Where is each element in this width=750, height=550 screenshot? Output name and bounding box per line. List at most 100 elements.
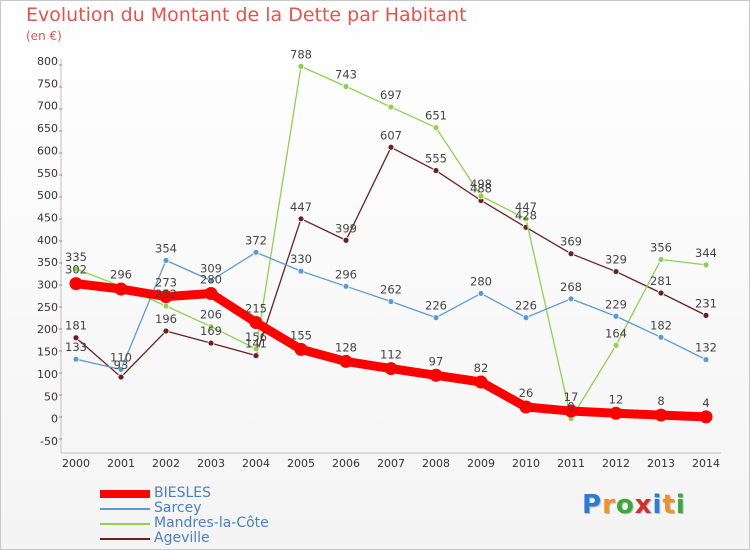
data-point xyxy=(519,400,533,414)
data-point xyxy=(609,406,623,420)
data-point xyxy=(342,282,350,290)
data-label: 215 xyxy=(245,302,267,316)
y-tick-label: 50 xyxy=(44,390,58,403)
data-point xyxy=(432,124,440,132)
y-tick-label: 0 xyxy=(51,413,58,426)
x-tick-label: 2012 xyxy=(602,457,630,470)
x-tick-label: 2010 xyxy=(512,457,540,470)
data-label: 12 xyxy=(609,392,624,406)
data-label: 156 xyxy=(245,330,267,344)
data-label: 4 xyxy=(702,396,709,410)
data-label: 296 xyxy=(110,267,132,281)
data-point xyxy=(567,250,575,258)
y-tick-label: 500 xyxy=(37,189,58,202)
data-point xyxy=(72,334,80,342)
data-point xyxy=(72,355,80,363)
unit-label: (en €) xyxy=(26,29,62,43)
data-label: 226 xyxy=(515,299,537,313)
data-label: 330 xyxy=(290,252,312,266)
data-point xyxy=(657,289,665,297)
data-point xyxy=(657,333,665,341)
data-point xyxy=(297,62,305,70)
y-tick-label: 750 xyxy=(37,77,58,90)
data-label: 369 xyxy=(560,235,582,249)
y-tick-label: 700 xyxy=(37,100,58,113)
chart-title: Evolution du Montant de la Dette par Hab… xyxy=(26,4,467,26)
data-point xyxy=(702,311,710,319)
data-label: 226 xyxy=(425,299,447,313)
data-label: 447 xyxy=(290,200,312,214)
y-tick-label: 650 xyxy=(37,122,58,135)
data-label: 498 xyxy=(470,177,492,191)
y-tick-label: 800 xyxy=(37,55,58,68)
data-label: 164 xyxy=(605,326,627,340)
data-point xyxy=(162,327,170,335)
data-point xyxy=(252,248,260,256)
data-label: 182 xyxy=(650,318,672,332)
data-label: 93 xyxy=(114,358,129,372)
x-tick-label: 2008 xyxy=(422,457,450,470)
data-label: 296 xyxy=(335,267,357,281)
data-label: 447 xyxy=(515,200,537,214)
data-label: 280 xyxy=(200,272,222,286)
data-point xyxy=(252,352,260,360)
data-point xyxy=(477,192,485,200)
data-label: 743 xyxy=(335,67,357,81)
data-label: 262 xyxy=(380,283,402,297)
data-point xyxy=(387,103,395,111)
data-label: 335 xyxy=(65,250,87,264)
legend-swatch xyxy=(100,508,150,510)
data-point xyxy=(432,314,440,322)
y-tick-label: 100 xyxy=(37,368,58,381)
x-tick-label: 2002 xyxy=(152,457,180,470)
data-point xyxy=(522,215,530,223)
data-point xyxy=(114,282,128,296)
data-point xyxy=(69,277,83,291)
data-point xyxy=(432,167,440,174)
x-tick-label: 2014 xyxy=(692,457,720,470)
data-label: 26 xyxy=(519,386,534,400)
data-point xyxy=(339,354,353,368)
data-label: 17 xyxy=(564,390,579,404)
data-label: 229 xyxy=(605,297,627,311)
y-tick-label: -50 xyxy=(40,435,58,448)
x-tick-label: 2006 xyxy=(332,457,360,470)
data-point xyxy=(429,368,443,382)
data-label: 97 xyxy=(429,354,444,368)
data-point xyxy=(342,236,350,244)
data-label: 488 xyxy=(470,181,492,195)
data-point xyxy=(474,375,488,389)
data-point xyxy=(612,312,620,320)
data-point xyxy=(654,408,668,422)
data-label: 169 xyxy=(200,324,222,338)
data-label: 268 xyxy=(560,280,582,294)
y-tick-label: 150 xyxy=(37,346,58,359)
data-point xyxy=(162,302,170,310)
data-label: 399 xyxy=(335,221,357,235)
data-label: 141 xyxy=(245,337,267,351)
data-label: 607 xyxy=(380,128,402,142)
data-label: 428 xyxy=(515,208,537,222)
data-point xyxy=(117,373,125,381)
y-tick-label: 550 xyxy=(37,167,58,180)
data-label: 206 xyxy=(200,308,222,322)
legend-label: BIESLES xyxy=(154,485,211,501)
legend-swatch xyxy=(100,490,150,498)
data-label: 112 xyxy=(380,348,402,362)
data-point xyxy=(612,341,620,349)
data-point xyxy=(612,268,620,275)
data-point xyxy=(162,256,170,264)
data-label: 273 xyxy=(155,276,177,290)
data-point xyxy=(249,316,263,330)
data-label: 344 xyxy=(695,246,717,260)
data-point xyxy=(252,345,260,353)
data-label: 788 xyxy=(290,47,312,61)
x-tick-label: 2004 xyxy=(242,457,270,470)
data-point xyxy=(657,256,665,263)
y-tick-label: 450 xyxy=(37,211,58,224)
data-point xyxy=(117,366,125,373)
data-point xyxy=(297,267,305,275)
x-tick-label: 2007 xyxy=(377,457,405,470)
